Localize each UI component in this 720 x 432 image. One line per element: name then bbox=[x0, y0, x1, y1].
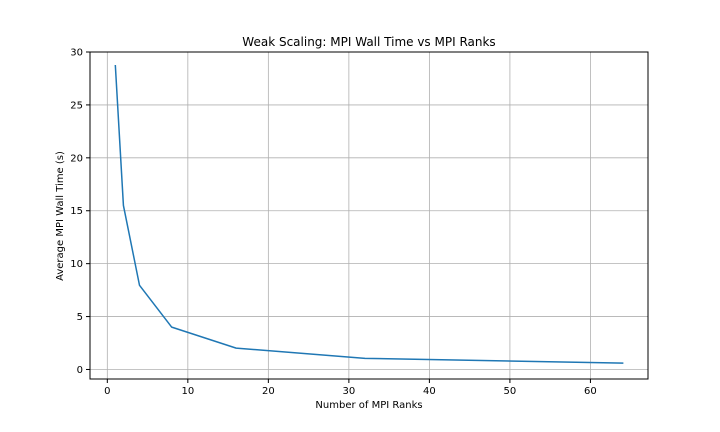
y-tick-label-3: 15 bbox=[70, 206, 83, 217]
y-tick-label-1: 5 bbox=[77, 312, 83, 323]
series-line-0 bbox=[114, 64, 624, 364]
x-axis-ticks: 0 10 20 30 40 50 60 bbox=[104, 379, 597, 397]
x-tick-label-1: 10 bbox=[181, 386, 194, 397]
x-tick-label-4: 40 bbox=[423, 386, 436, 397]
data-series-layer bbox=[114, 64, 624, 364]
plot-area-background bbox=[90, 52, 648, 379]
y-axis-title: Average MPI Wall Time (s) bbox=[55, 151, 66, 281]
plot-frame bbox=[89, 51, 649, 380]
x-tick-label-3: 30 bbox=[343, 386, 356, 397]
x-tick-label-6: 60 bbox=[584, 386, 597, 397]
y-tick-label-5: 25 bbox=[70, 100, 83, 111]
x-tick-label-2: 20 bbox=[262, 386, 275, 397]
y-axis-ticks: 0 5 10 15 20 25 30 bbox=[70, 48, 90, 376]
y-tick-label-6: 30 bbox=[70, 48, 83, 59]
chart-title: Weak Scaling: MPI Wall Time vs MPI Ranks bbox=[242, 35, 495, 49]
x-axis-title: Number of MPI Ranks bbox=[315, 400, 422, 411]
y-tick-label-4: 20 bbox=[70, 153, 83, 164]
x-tick-label-5: 50 bbox=[504, 386, 517, 397]
y-tick-label-0: 0 bbox=[77, 365, 83, 376]
y-tick-label-2: 10 bbox=[70, 259, 83, 270]
x-tick-label-0: 0 bbox=[104, 386, 110, 397]
